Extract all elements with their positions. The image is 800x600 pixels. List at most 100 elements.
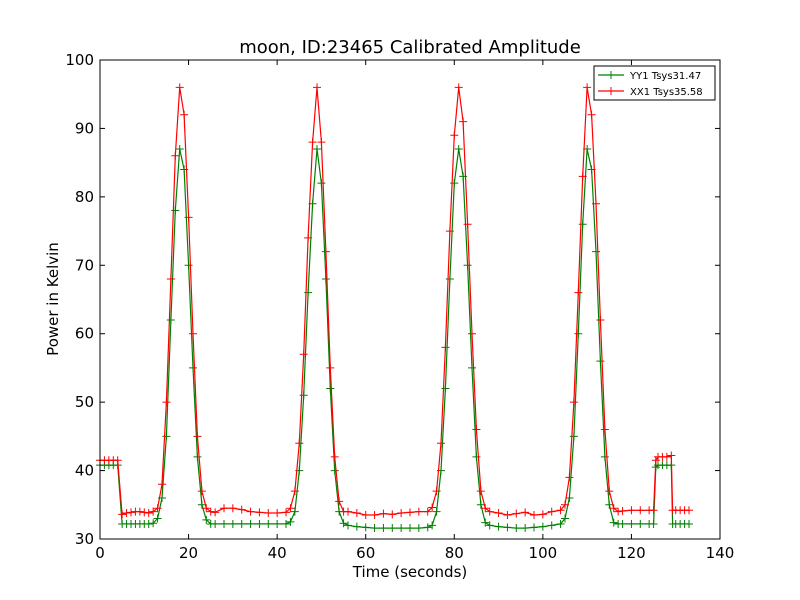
data-point [228,504,237,513]
data-point [370,511,379,520]
data-point [521,524,530,533]
x-tick-label: 120 [617,544,646,562]
data-point [321,274,330,283]
data-point [463,220,472,229]
data-point [313,83,321,92]
data-point [193,452,202,461]
data-point [485,521,494,530]
data-point [255,519,264,528]
data-point [476,500,485,509]
data-point [352,522,361,531]
data-point [636,519,645,528]
data-point [162,398,171,407]
data-point [649,519,658,528]
y-tick-label: 50 [75,393,94,411]
data-point [339,519,348,528]
data-point [450,131,459,140]
data-point [618,519,627,528]
data-point [605,487,614,496]
ticks-layer: 0 20 40 60 80 100 120 140 30 40 50 60 70 80 90 100 [65,51,734,562]
x-tick-label: 20 [179,544,198,562]
data-point [600,452,609,461]
data-point [423,507,432,516]
data-point [614,507,623,516]
data-point [538,510,547,519]
data-point [180,110,189,119]
data-point [135,507,144,516]
data-point [627,519,636,528]
data-point [521,508,530,517]
data-point [397,508,406,517]
data-point [512,524,521,533]
legend-marker [607,71,615,79]
legend-entry-1: XX1 Tsys35.58 [598,87,703,98]
data-point [344,521,352,530]
data-point [144,519,153,528]
data-point [485,507,494,516]
data-point [587,110,596,119]
data-point [330,452,339,461]
data-point [237,519,246,528]
data-point [211,519,220,528]
data-point [618,506,627,515]
legend-label: XX1 Tsys35.58 [630,87,703,98]
data-point [184,213,193,222]
legend-box [593,65,716,101]
data-point [609,504,618,513]
x-tick-label: 100 [529,544,558,562]
data-point [414,507,423,516]
y-axis-label: Power in Kelvin [44,242,62,356]
data-point [166,316,175,325]
data-point [503,523,512,532]
legend: YY1 Tsys31.47 XX1 Tsys35.58 [593,65,716,101]
data-point [313,144,321,153]
data-point [428,521,437,530]
data-point [246,519,255,528]
data-point [565,473,574,482]
data-point [370,524,379,533]
data-point [503,511,512,520]
data-point [445,274,454,283]
data-point [113,456,122,465]
x-tick-label: 80 [445,544,464,562]
data-point [273,519,282,528]
data-point [299,350,308,359]
data-point [388,510,397,519]
data-point [636,506,645,515]
data-point [432,487,441,496]
legend-marker [607,87,615,95]
data-point [255,508,264,517]
data-point [547,507,556,516]
data-point [530,523,538,532]
y-tick-label: 90 [75,119,94,137]
legend-label: YY1 Tsys31.47 [629,71,701,82]
data-point [153,514,162,523]
data-point [472,452,481,461]
data-point [144,508,153,517]
data-point [454,83,463,92]
data-point [512,509,521,518]
data-point [649,506,658,515]
data-point [569,398,578,407]
series-1 [96,83,693,520]
data-point [295,439,304,448]
data-point [175,83,184,92]
y-tick-label: 70 [75,256,94,274]
data-point [441,384,450,393]
chart-title: moon, ID:23465 Calibrated Amplitude [239,37,581,58]
data-point [220,519,228,528]
data-point [406,524,414,533]
data-point [193,432,202,441]
data-point [184,261,193,270]
data-point [308,138,317,147]
data-point [211,508,220,517]
series-line [100,148,689,529]
data-point [118,510,127,519]
data-point [344,507,352,516]
data-point [122,508,131,517]
data-point [592,199,600,208]
x-tick-label: 0 [95,544,105,562]
data-point [228,519,237,528]
data-point [481,518,490,527]
data-point [423,523,432,532]
